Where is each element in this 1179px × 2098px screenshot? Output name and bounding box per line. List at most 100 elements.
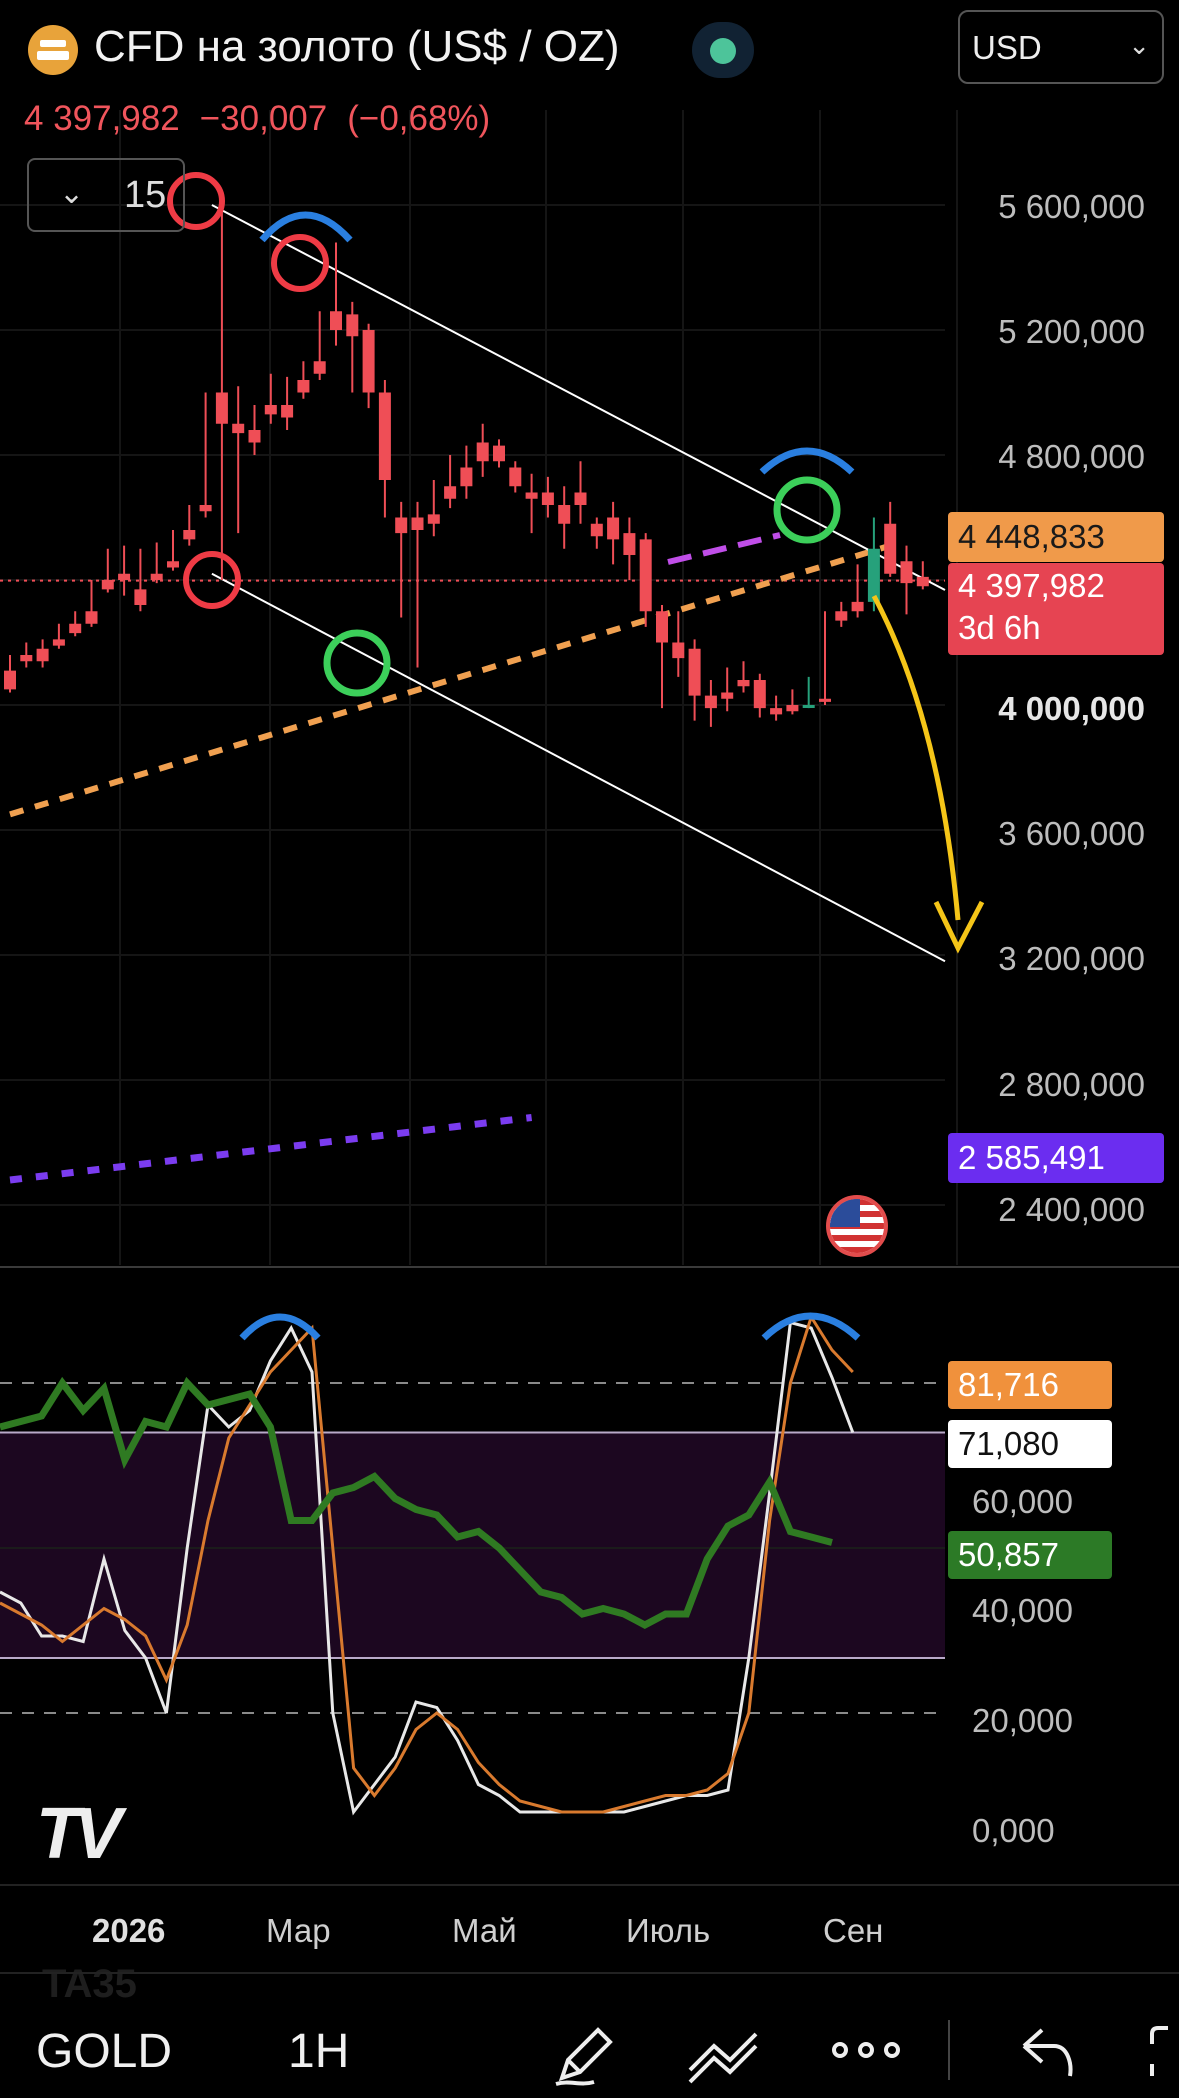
candle-body — [297, 380, 310, 393]
candle-body — [623, 533, 636, 555]
candle-body — [330, 311, 342, 330]
interval-dropdown-value: 15 — [124, 174, 167, 216]
toolbar-divider — [948, 2020, 950, 2080]
candle-body — [493, 445, 505, 462]
trend-icon[interactable] — [684, 2020, 764, 2090]
currency-select[interactable]: USD ⌄ — [958, 10, 1164, 84]
oscillator-series-line — [0, 1320, 855, 1816]
candle-body — [362, 330, 375, 393]
interval-button[interactable]: 1H — [288, 2025, 350, 2078]
ghost-symbol: TA35 — [42, 1962, 137, 2006]
candle-body — [574, 492, 587, 505]
undo-icon[interactable] — [1010, 2020, 1080, 2090]
moving-average-orange — [9, 542, 892, 818]
oscillator-axis-label: 40,000 — [972, 1592, 1073, 1629]
candle-body — [85, 611, 98, 624]
candle-body — [460, 467, 473, 487]
axis-price-tag-value: 71,080 — [958, 1425, 1059, 1462]
candle-body — [183, 530, 196, 540]
interval-dropdown[interactable]: ⌄ 15 — [27, 158, 185, 232]
axis-price-tag-value: 4 448,833 — [958, 518, 1105, 555]
candle-body — [69, 623, 82, 634]
moving-average-purple — [9, 1114, 533, 1184]
gold-logo-icon — [28, 25, 78, 75]
candle-body — [101, 580, 114, 590]
red-circle-marker — [183, 551, 241, 609]
oscillator-axis-label: 20,000 — [972, 1702, 1073, 1739]
axis-price-tag-value: 2 585,491 — [958, 1139, 1105, 1176]
price-axis-label: 3 200,000 — [998, 940, 1145, 977]
candle-body — [835, 611, 848, 621]
candle-body — [411, 517, 424, 530]
candle-body — [232, 423, 245, 434]
axis-price-tag: 71,080 — [948, 1420, 1112, 1468]
last-price: 4 397,982 — [24, 99, 180, 138]
axis-price-tag-value: 50,857 — [958, 1536, 1059, 1573]
candle-body — [656, 611, 668, 643]
fullscreen-icon[interactable] — [1148, 2020, 1179, 2090]
more-icon[interactable] — [828, 2020, 908, 2090]
price-change-pct: (−0,68%) — [347, 99, 491, 138]
candle-body — [378, 392, 391, 480]
candle-body — [427, 514, 440, 524]
axis-price-tag-value: 81,716 — [958, 1366, 1059, 1403]
time-label: 2026 — [92, 1912, 166, 1949]
candle-body — [704, 695, 717, 709]
time-label: Сен — [823, 1912, 884, 1949]
price-axis-label: 4 800,000 — [998, 438, 1145, 475]
candle-body — [264, 405, 277, 415]
candle-body — [134, 589, 147, 605]
time-label: Май — [452, 1912, 517, 1949]
candle-body — [4, 670, 16, 690]
axis-price-tag: 4 448,833 — [948, 512, 1164, 562]
candle-body — [819, 698, 831, 702]
candle-body — [851, 601, 864, 612]
bottom-toolbar — [0, 1972, 1179, 2098]
channel-lower-line — [211, 572, 946, 963]
price-axis-label: 5 200,000 — [998, 313, 1145, 350]
green-circle-marker — [323, 629, 391, 697]
symbol-title[interactable]: CFD на золото (US$ / OZ) — [94, 22, 620, 71]
candle-body — [281, 405, 294, 418]
candle-body — [36, 648, 49, 662]
red-circle-marker — [167, 172, 225, 230]
currency-value: USD — [972, 29, 1042, 66]
pencil-icon[interactable] — [550, 2020, 620, 2090]
forecast-arrow — [871, 594, 961, 921]
candle-body — [118, 573, 131, 580]
oscillator-series-line — [0, 1376, 833, 1629]
tradingview-logo-icon: TV — [36, 1794, 122, 1874]
candle-body — [20, 655, 33, 662]
candle-body — [721, 692, 734, 699]
axis-price-tag-value: 4 397,982 — [958, 567, 1105, 604]
candle-body — [900, 561, 913, 584]
candle-body — [916, 576, 929, 587]
time-label: Июль — [626, 1912, 711, 1949]
candle-body — [558, 505, 571, 524]
green-circle-marker — [773, 476, 841, 544]
price-axis-label: 4 000,000 — [998, 690, 1145, 727]
us-flag-event-icon[interactable] — [826, 1195, 888, 1257]
candle-body — [199, 505, 212, 512]
blue-arc-marker — [759, 447, 855, 475]
oscillator-series-line — [0, 1313, 854, 1814]
candle-body — [688, 648, 701, 696]
countdown-label: 3d 6h — [958, 609, 1041, 646]
price-axis-label: 3 600,000 — [998, 815, 1145, 852]
candle-body — [346, 314, 359, 337]
price-axis-label: 2 800,000 — [998, 1066, 1145, 1103]
symbol-button[interactable]: GOLD — [36, 2025, 173, 2078]
axis-price-tag: 81,716 — [948, 1361, 1112, 1409]
axis-price-tag: 50,857 — [948, 1531, 1112, 1579]
candle-body — [802, 705, 815, 708]
market-status-icon[interactable] — [692, 22, 754, 78]
candle-body — [607, 517, 620, 540]
candle-body — [639, 539, 652, 612]
candle-body — [52, 639, 65, 646]
candle-body — [541, 492, 554, 505]
price-quote: 4 397,982 −30,007 (−0,68%) — [24, 99, 510, 139]
candle-body — [150, 573, 163, 580]
candle-body — [525, 492, 538, 499]
blue-arc-marker — [239, 1313, 321, 1341]
